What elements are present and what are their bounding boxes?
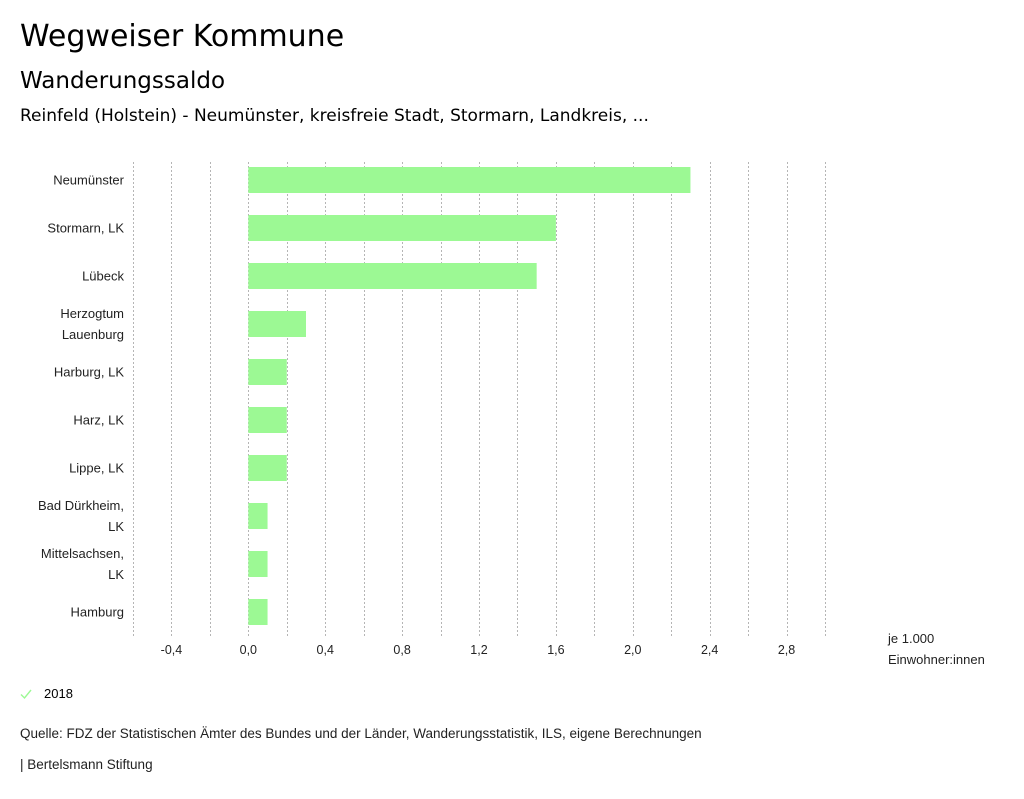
category-label-line: LK (108, 519, 124, 534)
grid-lines (133, 162, 826, 636)
legend-label: 2018 (44, 686, 73, 701)
bar[interactable] (248, 551, 268, 577)
category-label: Hamburg (71, 605, 124, 620)
category-label: Harz, LK (73, 413, 124, 428)
bar[interactable] (248, 599, 268, 625)
category-label: Neumünster (53, 173, 124, 188)
category-label-line: Mittelsachsen, (41, 546, 124, 561)
bar[interactable] (248, 263, 537, 289)
source-note: Quelle: FDZ der Statistischen Ämter des … (20, 726, 702, 741)
bar[interactable] (248, 167, 691, 193)
x-tick-label: 2,4 (701, 643, 718, 657)
bar[interactable] (248, 359, 287, 385)
category-label: Lübeck (82, 269, 124, 284)
category-label: Lippe, LK (69, 461, 124, 476)
bar-chart: Neumünster Stormarn, LK Lübeck Herzogtum Lau… (38, 162, 985, 667)
legend-item-2018[interactable]: 2018 (20, 686, 73, 701)
category-label-line: Herzogtum (60, 306, 124, 321)
category-label: Mittelsachsen, LK (41, 546, 124, 582)
bar[interactable] (248, 311, 306, 337)
x-tick-label: 1,6 (547, 643, 564, 657)
x-tick-label: 2,8 (778, 643, 795, 657)
category-label-line: Bad Dürkheim, (38, 498, 124, 513)
category-label-line: LK (108, 567, 124, 582)
x-tick-label: 2,0 (624, 643, 641, 657)
x-tick-label: 1,2 (470, 643, 487, 657)
x-tick-label: -0,4 (161, 643, 183, 657)
category-label: Herzogtum Lauenburg (60, 306, 124, 342)
check-icon (20, 689, 32, 699)
category-label: Stormarn, LK (47, 221, 124, 236)
credit-note: | Bertelsmann Stiftung (20, 757, 153, 772)
x-tick-label: 0,8 (393, 643, 410, 657)
category-labels: Neumünster Stormarn, LK Lübeck Herzogtum Lau… (38, 173, 125, 620)
chart-subtitle: Wanderungssaldo (20, 68, 226, 94)
bar[interactable] (248, 503, 268, 529)
region-selection: Reinfeld (Holstein) - Neumünster, kreisf… (20, 106, 649, 126)
x-tick-label: 0,4 (317, 643, 334, 657)
category-label-line: Lauenburg (62, 327, 124, 342)
x-tick-label: 0,0 (240, 643, 257, 657)
x-tick-labels: -0,4 0,0 0,4 0,8 1,2 1,6 2,0 2,4 2,8 (161, 643, 796, 657)
x-axis-unit-line-1: je 1.000 (887, 631, 934, 646)
bar[interactable] (248, 215, 556, 241)
bar[interactable] (248, 407, 287, 433)
category-label: Harburg, LK (54, 365, 124, 380)
bar[interactable] (248, 455, 287, 481)
page-title: Wegweiser Kommune (20, 19, 345, 54)
x-axis-unit-line-2: Einwohner:innen (888, 652, 985, 667)
category-label: Bad Dürkheim, LK (38, 498, 124, 534)
bars (248, 167, 691, 625)
